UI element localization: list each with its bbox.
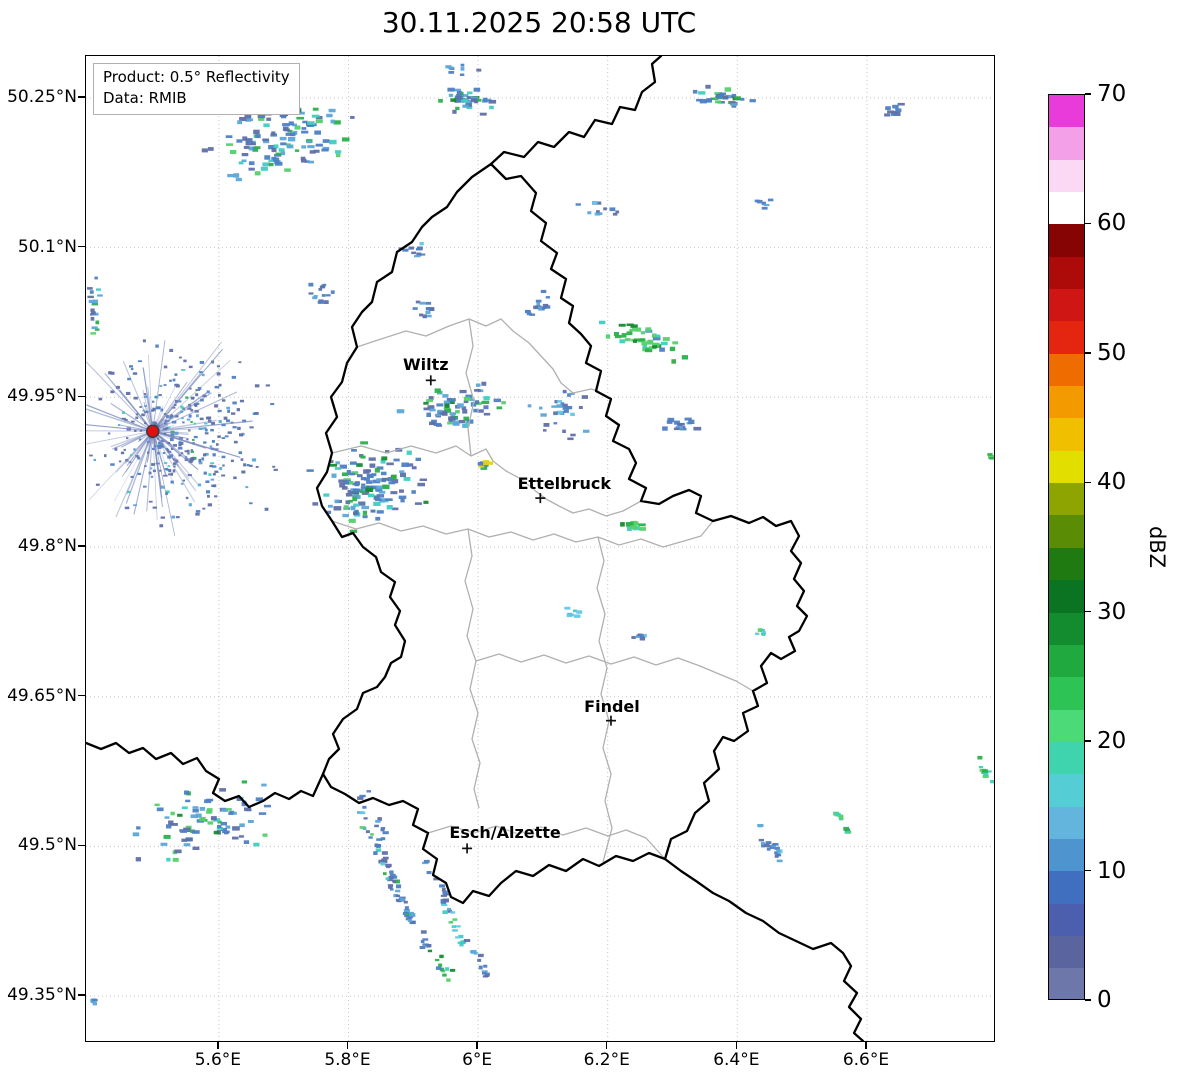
radar-map-canvas — [86, 56, 994, 1041]
colorbar-tick-label: 70 — [1097, 81, 1127, 107]
colorbar-band — [1049, 95, 1084, 128]
colorbar-band — [1049, 483, 1084, 516]
colorbar-band — [1049, 612, 1084, 645]
colorbar-band — [1049, 515, 1084, 548]
colorbar-tick-label: 60 — [1097, 210, 1127, 237]
colorbar-tick-mark — [1085, 93, 1091, 95]
radar-site-marker — [146, 424, 160, 438]
colorbar-band — [1049, 192, 1084, 225]
colorbar-band — [1049, 547, 1084, 581]
data-source-line: Data: RMIB — [103, 89, 187, 107]
city-label: Ettelbruck — [517, 474, 612, 494]
colorbar-band — [1049, 968, 1084, 999]
x-tick-mark — [217, 1042, 219, 1049]
x-tick-mark — [346, 1042, 349, 1049]
product-info-line: Product: 0.5° Reflectivity — [103, 68, 290, 86]
colorbar-band — [1049, 127, 1084, 160]
y-tick-mark — [78, 245, 85, 248]
colorbar-tick-mark — [1085, 610, 1091, 613]
y-tick-label: 49.35°N — [7, 985, 77, 1006]
y-tick-label: 50.1°N — [17, 236, 77, 257]
colorbar-band — [1049, 159, 1084, 193]
colorbar-band — [1049, 838, 1084, 872]
y-tick-label: 49.95°N — [7, 386, 77, 407]
colorbar-tick-label: 30 — [1097, 598, 1127, 625]
x-tick-mark — [605, 1042, 608, 1049]
y-tick-mark — [78, 395, 85, 398]
colorbar-band — [1049, 256, 1084, 290]
x-tick-mark — [865, 1042, 867, 1049]
colorbar-band — [1049, 224, 1084, 257]
colorbar-band — [1049, 353, 1084, 387]
map-plot-area: Product: 0.5° Reflectivity Data: RMIB Wi… — [85, 55, 995, 1042]
colorbar-tick-mark — [1085, 869, 1091, 872]
x-tick-label: 6.6°E — [842, 1050, 890, 1070]
x-tick-label: 5.6°E — [194, 1050, 241, 1070]
x-tick-mark — [735, 1042, 738, 1049]
radar-clutter-spikes — [86, 340, 253, 536]
colorbar-tick-label: 10 — [1097, 857, 1127, 884]
city-label: Esch/Alzette — [449, 823, 561, 843]
x-tick-label: 6.2°E — [583, 1050, 630, 1070]
country-borders — [86, 56, 865, 1041]
grid-lines — [86, 56, 994, 1041]
city-markers — [425, 375, 616, 854]
colorbar-band — [1049, 321, 1084, 354]
colorbar-band — [1049, 580, 1084, 613]
colorbar-band — [1049, 386, 1084, 419]
y-tick-mark — [78, 844, 85, 847]
colorbar-band — [1049, 644, 1084, 678]
colorbar-band — [1049, 450, 1084, 484]
colorbar-tick-mark — [1085, 999, 1091, 1001]
city-label: Findel — [584, 696, 640, 716]
x-tick-label: 6°E — [462, 1050, 493, 1070]
y-tick-mark — [78, 545, 85, 547]
page-title: 30.11.2025 20:58 UTC — [381, 6, 697, 39]
colorbar-band — [1049, 709, 1084, 742]
colorbar-tick-mark — [1085, 352, 1091, 354]
x-tick-label: 6.4°E — [713, 1050, 760, 1070]
colorbar-tick-label: 40 — [1097, 469, 1127, 496]
district-borders — [331, 318, 754, 863]
colorbar-axis-label: dBZ — [1145, 525, 1169, 569]
x-tick-mark — [476, 1042, 478, 1049]
colorbar-band — [1049, 871, 1084, 904]
colorbar-band — [1049, 418, 1084, 451]
y-tick-mark — [78, 994, 85, 996]
x-tick-label: 5.8°E — [324, 1050, 371, 1070]
colorbar-tick-mark — [1085, 740, 1091, 742]
colorbar-band — [1049, 741, 1084, 775]
colorbar — [1048, 94, 1085, 1000]
colorbar-tick-label: 50 — [1097, 339, 1127, 366]
colorbar-tick-mark — [1085, 481, 1091, 484]
y-tick-mark — [78, 96, 85, 98]
product-info-box: Product: 0.5° Reflectivity Data: RMIB — [93, 63, 300, 115]
radar-echo-layer — [87, 63, 994, 1006]
colorbar-tick-label: 20 — [1097, 728, 1127, 755]
colorbar-band — [1049, 774, 1084, 807]
y-tick-label: 50.25°N — [7, 86, 77, 107]
colorbar-band — [1049, 806, 1084, 839]
colorbar-band — [1049, 289, 1084, 322]
colorbar-tick-label: 0 — [1097, 987, 1112, 1013]
y-tick-label: 49.5°N — [17, 835, 77, 856]
y-tick-label: 49.8°N — [17, 536, 77, 556]
colorbar-band — [1049, 677, 1084, 710]
colorbar-tick-mark — [1085, 222, 1091, 225]
colorbar-band — [1049, 903, 1084, 936]
city-label: Wiltz — [402, 355, 449, 375]
y-tick-label: 49.65°N — [7, 685, 77, 706]
colorbar-band — [1049, 935, 1084, 969]
y-tick-mark — [78, 694, 85, 697]
